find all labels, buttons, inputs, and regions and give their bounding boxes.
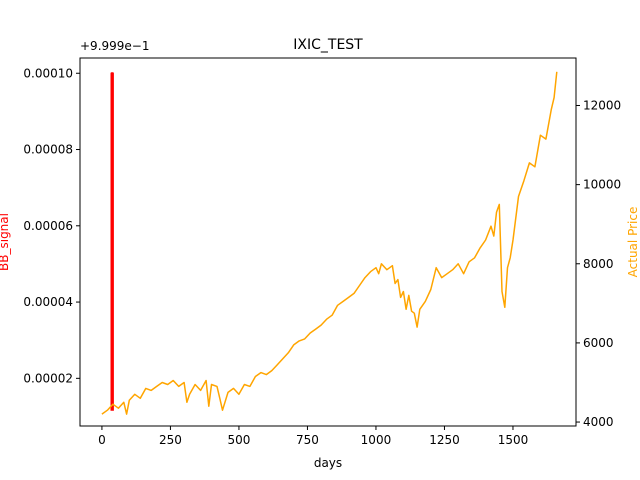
x-tick-label: 0 xyxy=(98,433,106,447)
y-right-tick-label: 10000 xyxy=(583,178,621,192)
x-tick-label: 500 xyxy=(227,433,250,447)
x-axis-label: days xyxy=(314,456,342,470)
bb-signal-series-line xyxy=(110,72,114,411)
x-tick-label: 1250 xyxy=(429,433,460,447)
y-left-tick-label: 0.00010 xyxy=(23,66,73,80)
y-left-tick-label: 0.00002 xyxy=(23,371,73,385)
plot-area-frame xyxy=(79,57,577,427)
series-layer xyxy=(101,71,558,415)
tick-layer: 0 250 500 750 1000 1250 1500 0.00002 0.00004 0.00… xyxy=(23,66,621,447)
actual-price-series-line xyxy=(101,71,558,415)
left-axis-offset-label: +9.999e−1 xyxy=(80,39,149,53)
x-tick-label: 1500 xyxy=(498,433,529,447)
y-left-tick-label: 0.00004 xyxy=(23,295,73,309)
x-tick-label: 1000 xyxy=(361,433,392,447)
x-tick-label: 250 xyxy=(159,433,182,447)
y-left-tick-label: 0.00006 xyxy=(23,219,73,233)
y-axis-left-label: BB_signal xyxy=(0,213,11,271)
y-right-tick-label: 4000 xyxy=(583,415,614,429)
chart-title: IXIC_TEST xyxy=(293,37,363,53)
y-right-tick-label: 8000 xyxy=(583,257,614,271)
y-right-tick-label: 6000 xyxy=(583,336,614,350)
y-left-tick-label: 0.00008 xyxy=(23,143,73,157)
x-tick-label: 750 xyxy=(296,433,319,447)
y-axis-right-label: Actual Price xyxy=(626,207,640,278)
y-right-tick-label: 12000 xyxy=(583,98,621,112)
